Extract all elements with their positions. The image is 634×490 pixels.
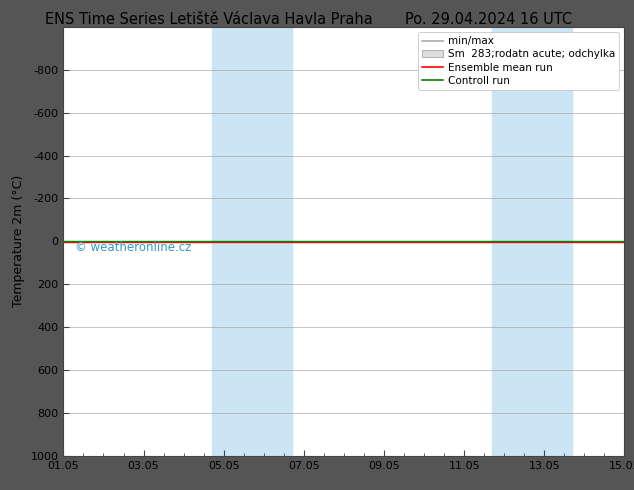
Text: ENS Time Series Letiště Václava Havla Praha: ENS Time Series Letiště Václava Havla Pr… — [46, 12, 373, 27]
Text: © weatheronline.cz: © weatheronline.cz — [75, 241, 191, 254]
Legend: min/max, Sm  283;rodatn acute; odchylka, Ensemble mean run, Controll run: min/max, Sm 283;rodatn acute; odchylka, … — [418, 32, 619, 90]
Y-axis label: Temperature 2m (°C): Temperature 2m (°C) — [12, 175, 25, 307]
Bar — [492, 27, 573, 456]
Text: Po. 29.04.2024 16 UTC: Po. 29.04.2024 16 UTC — [404, 12, 572, 27]
Bar — [212, 27, 292, 456]
